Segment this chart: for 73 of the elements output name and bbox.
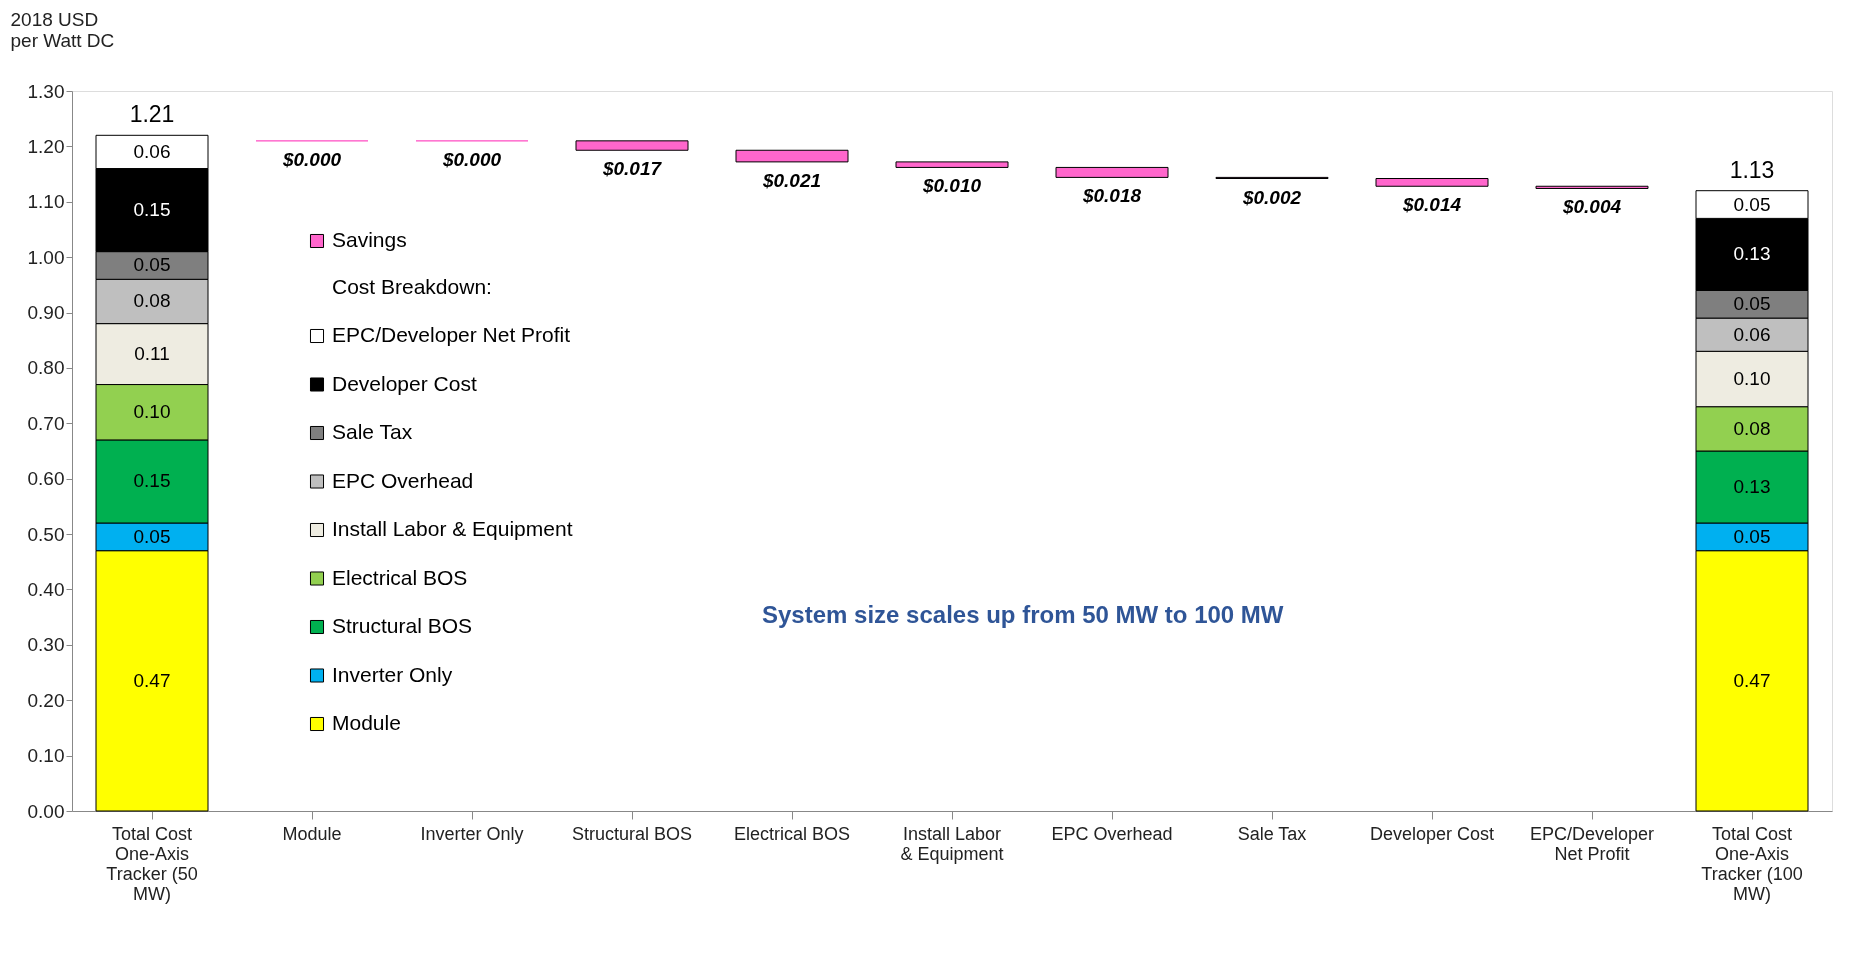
data-label: 0.10 (1733, 368, 1771, 389)
x-tick-label: Inverter Only (420, 823, 524, 844)
data-label: $0.010 (921, 175, 982, 197)
y-tick-label: 0.80 (27, 357, 65, 379)
data-label: 0.05 (1733, 525, 1771, 547)
data-label: 0.05 (1733, 293, 1771, 315)
bar (1055, 166, 1169, 178)
data-label: $0.000 (441, 148, 502, 170)
x-tick-label: Structural BOS (571, 823, 693, 844)
total-label: 1.13 (1729, 156, 1775, 183)
y-tick-label: 1.30 (27, 80, 65, 102)
bar (735, 149, 849, 163)
data-label: $0.002 (1241, 186, 1302, 208)
y-tick-label: 0.00 (27, 800, 65, 822)
x-tick-label: Install Labor & Equipment (900, 823, 1004, 864)
data-label: $0.004 (1561, 196, 1622, 218)
legend-label: Install Labor & Equipment (332, 517, 573, 540)
legend-label: Structural BOS (332, 614, 473, 637)
y-tick-label: 0.10 (27, 745, 65, 767)
y-tick-label: 0.70 (27, 412, 65, 434)
annotation: System size scales up from 50 MW to 100 MW (762, 601, 1284, 628)
legend-label: Savings (332, 228, 407, 251)
data-label: 0.15 (133, 470, 171, 492)
legend-label: Module (332, 711, 401, 734)
data-label: 0.11 (134, 343, 170, 365)
x-tick-label: Electrical BOS (733, 823, 851, 844)
data-label: 0.08 (1733, 417, 1771, 439)
data-label: 0.05 (133, 525, 171, 547)
y-tick-label: 1.00 (27, 246, 65, 268)
data-label: $0.000 (281, 148, 342, 170)
data-label: 0.47 (133, 669, 171, 691)
x-tick-label: Module (282, 823, 342, 844)
y-tick-label: 0.90 (27, 302, 65, 324)
data-label: $0.018 (1081, 185, 1142, 207)
y-tick-label: 1.10 (27, 191, 65, 213)
y-tick-label: 0.30 (27, 634, 65, 656)
bar (895, 161, 1009, 168)
total-label: 1.21 (129, 101, 175, 128)
data-label: 0.13 (1733, 476, 1771, 497)
x-tick-label: EPC/Developer Net Profit (1529, 823, 1655, 864)
data-label: 0.05 (1733, 193, 1771, 215)
y-tick-label: 0.50 (27, 523, 65, 545)
x-tick-label: EPC Overhead (1051, 823, 1173, 844)
legend-label: EPC/Developer Net Profit (332, 323, 571, 346)
y-tick-label: 1.20 (27, 135, 65, 157)
legend-label: Inverter Only (332, 662, 453, 686)
data-label: 0.47 (1733, 669, 1771, 691)
y-tick-label: 0.20 (27, 689, 65, 711)
x-tick-label: Total Cost One-Axis Tracker (100 MW) (1701, 823, 1803, 904)
x-tick-label: Developer Cost (1369, 823, 1495, 844)
legend-label: Sale Tax (332, 420, 413, 443)
bar (1375, 178, 1489, 187)
x-tick-label: Total Cost One-Axis Tracker (50 MW) (106, 823, 198, 904)
data-label: 0.06 (1733, 323, 1771, 345)
data-label: 0.06 (133, 140, 171, 162)
legend-label: EPC Overhead (332, 468, 474, 492)
data-label: 0.08 (133, 290, 171, 312)
data-label: 0.10 (133, 401, 171, 423)
bar (1535, 185, 1649, 189)
x-tick-label: Sale Tax (1237, 823, 1307, 844)
y-tick-label: 0.40 (27, 578, 65, 600)
data-label: 0.05 (133, 254, 171, 276)
data-label: $0.014 (1401, 194, 1462, 216)
legend-label: Developer Cost (332, 371, 477, 395)
legend-title: Cost Breakdown: (332, 275, 492, 298)
y-tick-label: 0.60 (27, 468, 65, 490)
data-label: $0.021 (761, 169, 822, 191)
data-label: 0.15 (133, 199, 171, 221)
bar (575, 140, 689, 151)
y-axis-title: 2018 USD per Watt DC (10, 8, 115, 51)
data-label: 0.13 (1733, 243, 1771, 265)
legend-label: Electrical BOS (332, 565, 468, 589)
data-label: $0.017 (601, 158, 663, 180)
